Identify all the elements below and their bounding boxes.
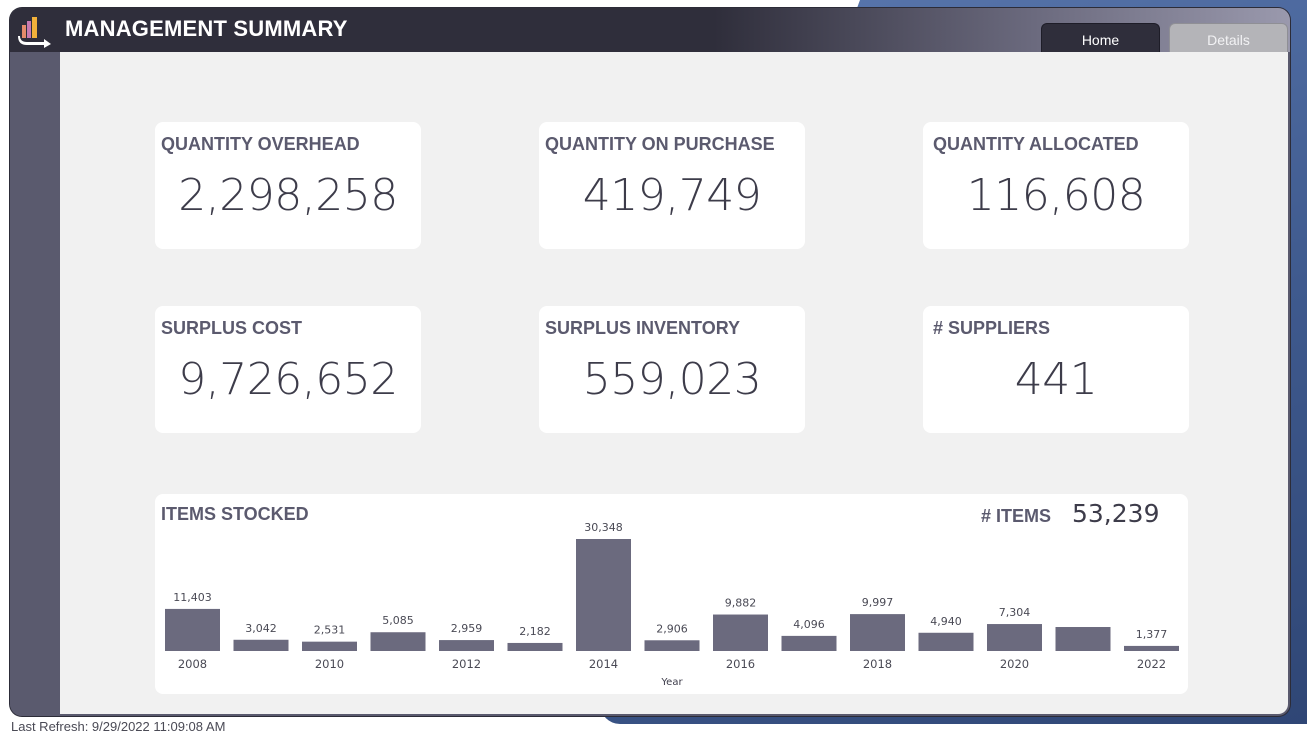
kpi-value: 559,023: [582, 354, 762, 405]
data-label-2020: 7,304: [999, 606, 1031, 619]
kpi-label: SURPLUS COST: [161, 318, 303, 338]
kpi-value: 441: [1014, 354, 1098, 405]
data-label-2010: 2,531: [314, 624, 346, 637]
x-tick-2012: 2012: [452, 657, 481, 671]
tab-details[interactable]: Details: [1169, 23, 1288, 53]
bar-2019[interactable]: [918, 632, 974, 651]
bar-2011[interactable]: [370, 632, 426, 651]
bar-2012[interactable]: [439, 640, 494, 651]
bar-2016[interactable]: [713, 614, 768, 651]
data-label-2015: 2,906: [656, 622, 688, 635]
data-label-2009: 3,042: [245, 622, 277, 635]
data-label-2014: 30,348: [584, 521, 623, 534]
items-count-label: # ITEMS: [981, 506, 1052, 526]
bar-2014[interactable]: [576, 539, 631, 651]
items-stocked-chart-card: ITEMS STOCKED # ITEMS 53,239 11,403 2008 3…: [155, 494, 1188, 694]
kpi-value: 9,726,652: [178, 354, 398, 405]
sidebar: [10, 52, 60, 716]
report-canvas: QUANTITY OVERHEAD 2,298,258 QUANTITY ON …: [60, 52, 1288, 714]
chart-title: ITEMS STOCKED: [161, 504, 309, 524]
x-tick-2008: 2008: [178, 657, 207, 671]
kpi-value: 2,298,258: [178, 170, 398, 221]
header-bar: MANAGEMENT SUMMARY Home Details: [10, 8, 1290, 53]
data-label-2022: 1,377: [1136, 628, 1168, 641]
bar-2021[interactable]: [1055, 627, 1111, 651]
kpi-label: QUANTITY ON PURCHASE: [545, 134, 775, 154]
kpi-label: # SUPPLIERS: [933, 318, 1051, 338]
bar-2015[interactable]: [644, 640, 700, 651]
bar-2013[interactable]: [507, 642, 563, 651]
data-label-2012: 2,959: [451, 622, 483, 635]
data-label-2018: 9,997: [862, 596, 894, 609]
data-label-2016: 9,882: [725, 597, 757, 610]
page-title: MANAGEMENT SUMMARY: [65, 16, 348, 41]
tab-home[interactable]: Home: [1041, 23, 1160, 53]
bar-2010[interactable]: [302, 641, 357, 651]
items-stocked-bar-chart: 11,403 2008 3,042 2,531 2010 5,085 2,959 2012 2,…: [165, 521, 1179, 688]
kpi-label: SURPLUS INVENTORY: [545, 318, 741, 338]
kpi-label: QUANTITY OVERHEAD: [161, 134, 360, 154]
data-label-2017: 4,096: [793, 618, 825, 631]
kpi-card-surplus-inventory: SURPLUS INVENTORY 559,023: [539, 306, 805, 433]
data-label-2011: 5,085: [382, 614, 414, 627]
x-tick-2010: 2010: [315, 657, 344, 671]
last-refresh-text: Last Refresh: 9/29/2022 11:09:08 AM: [11, 719, 226, 734]
x-tick-2018: 2018: [863, 657, 892, 671]
bar-2018[interactable]: [850, 614, 905, 651]
report-frame: MANAGEMENT SUMMARY Home Details QUANTITY…: [10, 8, 1290, 716]
x-axis-label: Year: [660, 677, 683, 688]
kpi-card-quantity-overhead: QUANTITY OVERHEAD 2,298,258: [155, 122, 421, 249]
x-tick-2020: 2020: [1000, 657, 1029, 671]
bar-chart-logo-icon: [18, 17, 51, 48]
kpi-value: 419,749: [582, 170, 762, 221]
kpi-value: 116,608: [966, 170, 1146, 221]
kpi-card-quantity-allocated: QUANTITY ALLOCATED 116,608: [923, 122, 1189, 249]
bar-2020[interactable]: [987, 624, 1042, 651]
kpi-card-suppliers: # SUPPLIERS 441: [923, 306, 1189, 433]
x-tick-2014: 2014: [589, 657, 618, 671]
data-label-2013: 2,182: [519, 625, 551, 638]
bar-2009[interactable]: [233, 639, 289, 651]
kpi-card-quantity-on-purchase: QUANTITY ON PURCHASE 419,749: [539, 122, 805, 249]
bar-2022[interactable]: [1124, 645, 1179, 651]
bar-2008[interactable]: [165, 608, 220, 651]
items-count-value: 53,239: [1072, 499, 1160, 528]
kpi-card-surplus-cost: SURPLUS COST 9,726,652: [155, 306, 421, 433]
kpi-label: QUANTITY ALLOCATED: [933, 134, 1139, 154]
bar-2017[interactable]: [781, 635, 837, 651]
data-label-2008: 11,403: [173, 591, 212, 604]
x-tick-2022: 2022: [1137, 657, 1166, 671]
x-tick-2016: 2016: [726, 657, 755, 671]
data-label-2019: 4,940: [930, 615, 962, 628]
